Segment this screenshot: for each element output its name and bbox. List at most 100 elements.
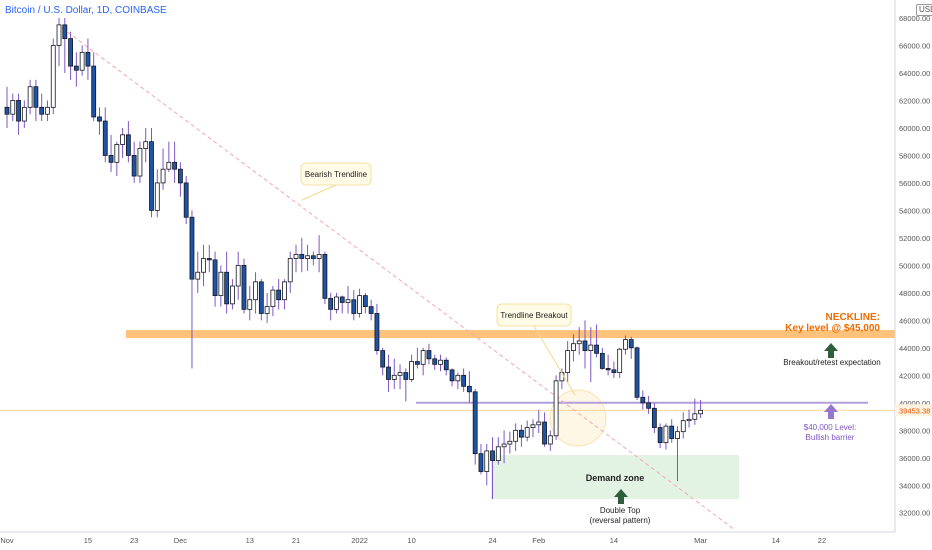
y-tick-label: 40000.00 [899,399,930,408]
breakout-up-arrow-icon [824,343,838,358]
candle-up [201,258,206,273]
candle-down [374,313,380,351]
y-tick-label: 56000.00 [899,179,930,188]
candle-down [339,296,345,303]
candle-up [357,295,362,314]
candle-down [669,425,675,439]
candle-up [686,418,692,422]
candle-down [351,299,357,314]
bearish-trendline-callout-group: Bearish Trendline [300,162,372,201]
candle-down [108,155,114,163]
candle-up [10,100,16,115]
candle-down [183,182,189,218]
candle-up [397,372,403,376]
candle-up [305,255,310,259]
candle-up [50,45,56,108]
candle-up [195,271,201,280]
candle-up [282,281,287,301]
candle-down [386,366,391,380]
level-40k-label-line1: $40,000 Level: [804,423,857,432]
candle-up [287,258,293,283]
candle-up [27,86,33,108]
y-tick-label: 42000.00 [899,371,930,380]
bearish-trendline-callout-pointer [301,184,337,201]
candle-down [299,253,305,259]
y-tick-label: 58000.00 [899,151,930,160]
candle-down [4,106,10,115]
candle-down [640,396,646,404]
candle-up [698,409,703,415]
candle-down [328,297,334,310]
candle-down [646,402,651,409]
candle-down [224,271,230,305]
y-tick-label: 62000.00 [899,96,930,105]
candle-down [189,216,195,280]
candle-up [588,344,594,351]
last-price-tag [895,404,932,417]
candle-up [230,285,235,305]
candle-down [443,359,449,371]
x-tick-label: 10 [407,536,415,545]
candle-up [547,435,553,445]
candle-down [478,453,484,472]
candle-down [461,374,467,387]
breakout-retest-label: Breakout/retest expectation [783,358,880,367]
last-price-label: 39453.38 [899,406,930,415]
candle-up [438,359,443,365]
x-tick-label: Dec [174,536,188,545]
currency-badge[interactable]: USD [916,4,932,16]
candle-down [380,350,386,368]
candle-down [368,306,374,314]
candle-down [449,369,455,382]
candle-up [409,361,415,380]
candle-down [426,350,432,360]
candle-down [628,339,634,349]
candle-up [495,446,501,461]
candle-up [692,413,698,420]
candle-down [85,51,91,67]
candle-up [420,350,426,365]
y-tick-label: 50000.00 [899,261,930,270]
candle-up [293,253,299,259]
candle-up [345,299,351,303]
candle-down [91,65,97,118]
y-tick-label: 44000.00 [899,344,930,353]
double-top-up-arrow-icon [614,489,628,504]
y-tick-label: 38000.00 [899,426,930,435]
x-tick-label: 23 [130,536,138,545]
x-tick-label: 22 [818,536,826,545]
candle-down [73,65,79,71]
candle-up [143,141,149,149]
candle-down [149,141,154,211]
bearish-trendline-callout-label: Bearish Trendline [305,170,368,179]
candle-up [21,106,27,122]
x-tick-label: 15 [84,536,92,545]
candle-up [166,161,172,170]
trendline-breakout-callout-label: Trendline Breakout [500,311,568,320]
candle-up [507,440,513,445]
y-tick-label: 36000.00 [899,454,930,463]
trendline-breakout-callout-group: Trendline Breakout [496,303,576,396]
chart-title: Bitcoin / U.S. Dollar, 1D, COINBASE [5,5,167,16]
x-tick-label: 2022 [351,536,368,545]
candle-up [484,450,490,472]
candle-up [160,168,166,184]
candle-down [131,155,137,177]
candle-up [663,425,669,444]
candle-up [565,350,571,373]
x-tick-label: 24 [488,536,496,545]
candle-down [258,281,264,314]
candle-down [651,407,657,428]
y-tick-label: 48000.00 [899,289,930,298]
neckline-title: NECKLINE: [826,312,880,323]
candle-up [571,343,576,351]
x-tick-label: Mar [694,536,707,545]
x-tick-label: 21 [292,536,300,545]
barrier-up-arrow-icon [824,404,838,419]
x-tick-label: 13 [246,536,254,545]
candle-up [137,148,143,177]
candle-down [212,259,218,297]
candle-down [490,450,495,461]
